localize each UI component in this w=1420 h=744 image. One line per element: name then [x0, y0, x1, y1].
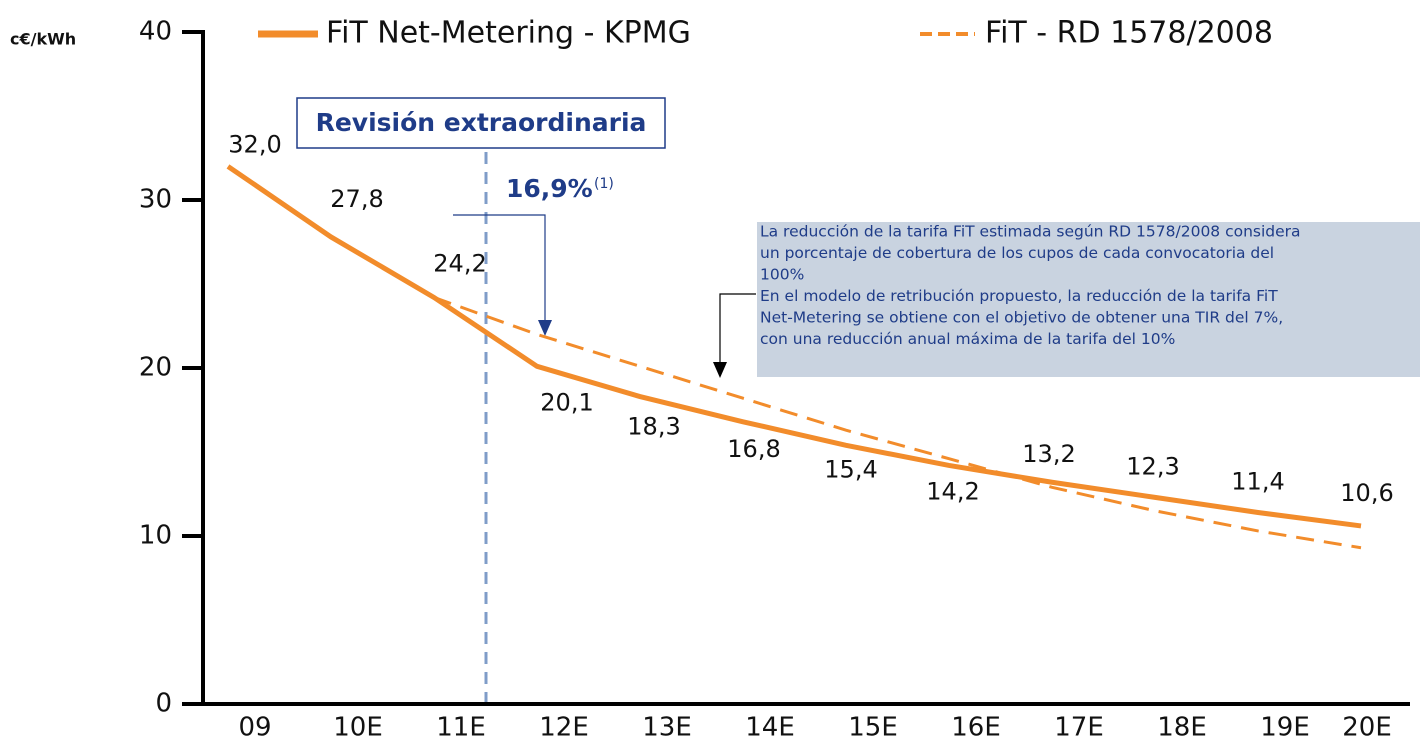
- note-arrow: [719, 293, 756, 364]
- note-line: Net-Metering se obtiene con el objetivo …: [760, 309, 1283, 327]
- y-tick-label: 10: [139, 521, 172, 551]
- legend-label: FiT - RD 1578/2008: [985, 16, 1273, 51]
- x-tick-label: 16E: [951, 713, 1001, 743]
- data-label: 13,2: [1022, 440, 1075, 468]
- data-label: 18,3: [627, 413, 680, 441]
- data-label: 11,4: [1231, 467, 1284, 495]
- note-line: 100%: [760, 266, 804, 284]
- revision-label: Revisión extraordinaria: [316, 108, 647, 137]
- reduction-note: (1): [594, 176, 614, 192]
- series-line: [433, 296, 1362, 550]
- note-line: En el modelo de retribución propuesto, l…: [760, 287, 1278, 305]
- x-tick-label: 19E: [1260, 713, 1310, 743]
- x-tick-label: 09: [238, 713, 271, 743]
- note-line: con una reducción anual máxima de la tar…: [760, 330, 1175, 348]
- x-tick-label: 20E: [1342, 713, 1392, 743]
- x-tick-label: 15E: [848, 713, 898, 743]
- x-tick-label: 17E: [1054, 713, 1104, 743]
- data-label: 15,4: [824, 455, 877, 483]
- note: La reducción de la tarifa FiT estimada s…: [760, 223, 1301, 349]
- reduction-arrow-head: [538, 320, 552, 336]
- data-label: 20,1: [540, 388, 593, 416]
- data-label: 12,3: [1126, 452, 1179, 480]
- y-tick-label: 30: [139, 185, 172, 215]
- data-label: 14,2: [926, 477, 979, 505]
- y-tick-label: 40: [139, 17, 172, 47]
- x-tick-label: 14E: [745, 713, 795, 743]
- data-label: 24,2: [433, 249, 486, 277]
- x-tick-label: 12E: [539, 713, 589, 743]
- note-line: La reducción de la tarifa FiT estimada s…: [760, 223, 1301, 241]
- revision-box: [296, 97, 666, 149]
- note-box: [757, 222, 1420, 377]
- note-line: un porcentaje de cobertura de los cupos …: [760, 244, 1274, 262]
- data-label: 32,0: [228, 130, 281, 158]
- y-tick-label: 20: [139, 353, 172, 383]
- legend-label: FiT Net-Metering - KPMG: [326, 16, 691, 51]
- data-label: 16,8: [727, 435, 780, 463]
- x-tick-label: 18E: [1157, 713, 1207, 743]
- y-axis-label: c€/kWh: [10, 30, 76, 49]
- x-tick-label: 11E: [436, 713, 486, 743]
- x-tick-label: 10E: [333, 713, 383, 743]
- data-label: 27,8: [330, 185, 383, 213]
- reduction-arrow: [453, 214, 546, 322]
- note-arrow-head: [713, 362, 727, 378]
- data-label: 10,6: [1340, 479, 1393, 507]
- reduction-label: 16,9%: [506, 174, 593, 203]
- series-line: [226, 164, 1362, 529]
- plot: [226, 164, 1362, 550]
- y-tick-label: 0: [155, 689, 172, 719]
- x-tick-label: 13E: [642, 713, 692, 743]
